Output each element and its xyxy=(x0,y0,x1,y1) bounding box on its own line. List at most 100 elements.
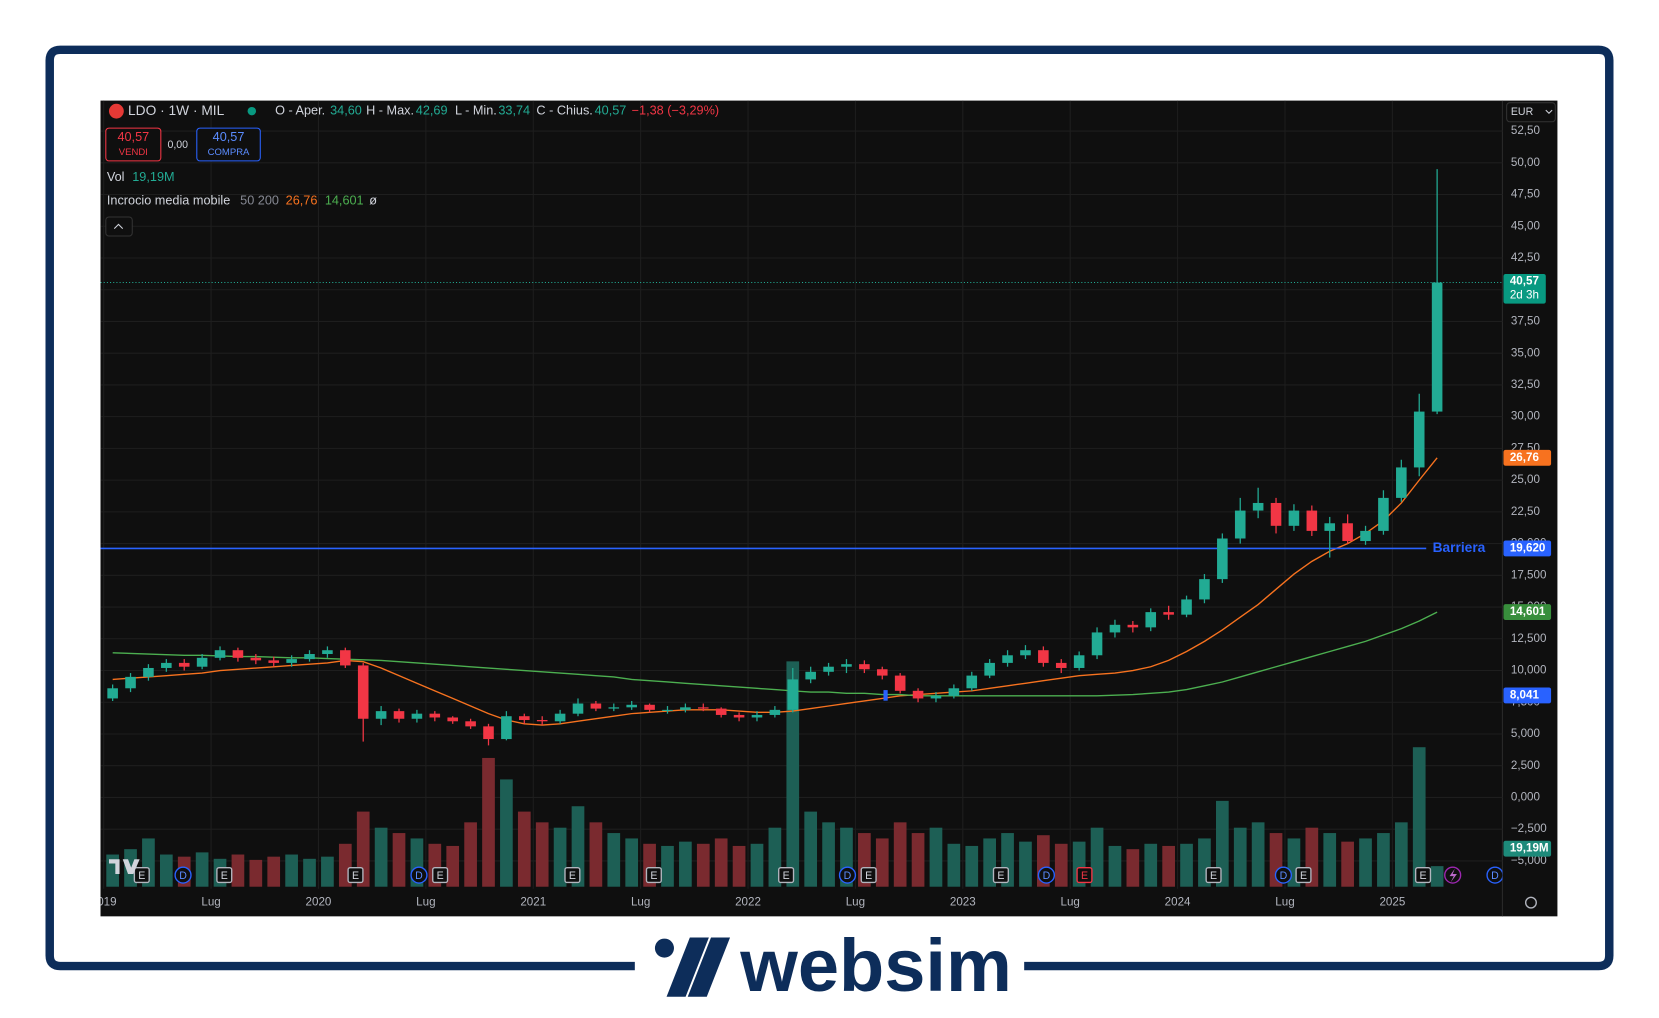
x-tick-label: Lug xyxy=(416,896,435,909)
ohlc-label: O - Aper. xyxy=(275,104,325,118)
event-icon xyxy=(347,866,364,884)
cross-marker xyxy=(883,690,888,701)
event-icon xyxy=(564,866,581,884)
event-icon xyxy=(838,866,857,884)
volume-bar xyxy=(1144,843,1158,887)
candle-body xyxy=(429,713,441,718)
y-tick-label: −5,000 xyxy=(1511,854,1547,867)
currency-button[interactable] xyxy=(1506,102,1556,123)
event-label: D xyxy=(1491,870,1499,882)
candle-body xyxy=(232,650,244,658)
candle-body xyxy=(554,713,566,722)
volume-bar xyxy=(1054,843,1068,887)
y-tick-label: 37,50 xyxy=(1511,315,1541,328)
event-icon xyxy=(1037,866,1056,884)
event-icon xyxy=(860,866,877,884)
event-icon xyxy=(432,866,449,884)
buy-price: 40,57 xyxy=(213,130,245,144)
buy-button[interactable] xyxy=(196,127,261,162)
volume-bar xyxy=(1412,747,1426,887)
y-tick-label: 22,50 xyxy=(1511,505,1541,518)
volume-bar xyxy=(696,843,710,887)
candle-body xyxy=(1020,650,1031,656)
volume-bar xyxy=(374,827,388,887)
volume-bar xyxy=(1180,843,1193,887)
event-label: E xyxy=(1300,870,1307,882)
ma-legend-symbol: ø xyxy=(369,193,377,207)
candle-body xyxy=(984,662,995,676)
event-label: E xyxy=(865,870,872,882)
candle-body xyxy=(411,713,423,719)
volume-bar xyxy=(464,822,477,887)
event-label: E xyxy=(569,870,576,882)
candle-body xyxy=(1396,467,1407,498)
volume-bar xyxy=(1394,822,1408,887)
event-label: D xyxy=(844,870,852,882)
candle-body xyxy=(894,675,906,691)
candle-body xyxy=(393,711,405,719)
event-icon xyxy=(174,866,192,884)
y-tick-label: 45,00 xyxy=(1511,219,1541,232)
volume-bar xyxy=(679,841,692,887)
candle-body xyxy=(876,669,888,676)
volume-bar xyxy=(1233,827,1247,887)
event-icon xyxy=(778,866,795,884)
candle-body xyxy=(930,695,942,699)
symbol: LDO · 1W · MIL xyxy=(128,103,225,118)
sell-label: VENDI xyxy=(119,147,148,158)
event-icon xyxy=(1486,866,1503,884)
candle-body xyxy=(1199,579,1210,600)
y-tick-label: 12,500 xyxy=(1511,632,1547,645)
volume-bar xyxy=(804,811,818,887)
event-label: E xyxy=(1081,870,1088,882)
cross-badge-text: 8,041 xyxy=(1510,688,1540,701)
candle-body xyxy=(608,707,620,709)
candle-body xyxy=(715,708,727,715)
barrier-badge-text: 19,620 xyxy=(1510,541,1546,554)
volume-bar xyxy=(231,854,245,887)
y-tick-label: 42,50 xyxy=(1511,251,1541,264)
ohlc-label: L - Min. xyxy=(455,104,497,118)
collapse-button[interactable] xyxy=(105,216,133,237)
sell-button[interactable] xyxy=(105,127,162,162)
x-tick-label: 2023 xyxy=(950,896,976,909)
candle-body xyxy=(1306,510,1318,531)
volume-bar xyxy=(589,822,603,887)
x-tick-label: 2020 xyxy=(306,896,332,909)
ohlc-label: H - Max. xyxy=(366,104,414,118)
volume-bar xyxy=(893,822,907,887)
buy-label: COMPRA xyxy=(208,147,250,158)
candle-body xyxy=(1109,624,1121,633)
volume-bar xyxy=(714,838,728,887)
event-label: E xyxy=(783,870,790,882)
candle-body xyxy=(375,711,387,719)
event-label: E xyxy=(997,870,1004,882)
spread: 0,00 xyxy=(167,139,188,151)
ma-badge xyxy=(1503,604,1552,621)
tv-logo xyxy=(108,859,140,875)
x-tick-label: 2019 xyxy=(91,896,117,909)
candle-body xyxy=(178,662,190,667)
price-badge xyxy=(1503,274,1546,304)
change: −1,38 (−3,29%) xyxy=(632,104,719,118)
volume-bar xyxy=(625,838,639,887)
volume-bar xyxy=(321,856,334,887)
y-tick-label: 35,00 xyxy=(1511,346,1541,359)
x-tick-label: Lug xyxy=(1061,896,1080,909)
event-icon xyxy=(1295,866,1312,884)
volume-bar xyxy=(1323,833,1337,887)
volume-bar xyxy=(875,838,889,887)
candle-body xyxy=(662,709,673,711)
volume-bar xyxy=(267,856,281,887)
candle-body xyxy=(1360,530,1371,542)
volume-bar xyxy=(732,845,746,887)
volume-bar xyxy=(195,852,209,887)
cross-badge xyxy=(1503,687,1552,704)
event-label: D xyxy=(415,870,423,882)
candle-body xyxy=(1002,655,1013,663)
chart-panel xyxy=(100,100,1558,917)
candle-body xyxy=(357,665,369,719)
candle-body xyxy=(1145,612,1157,628)
volume-bar xyxy=(303,858,316,887)
candle-body xyxy=(1091,632,1103,656)
